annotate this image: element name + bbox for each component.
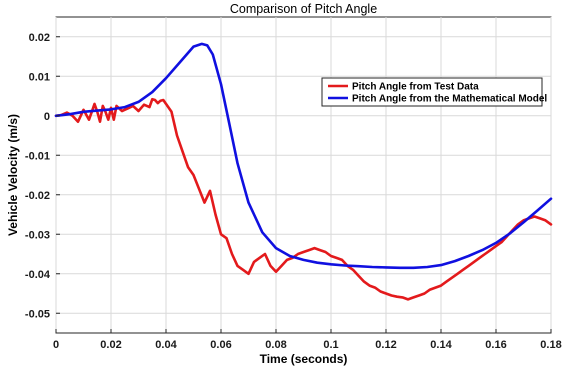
series-layer <box>54 42 553 301</box>
x-tick-label: 0.16 <box>485 339 506 351</box>
y-tick-label: -0.05 <box>25 308 50 320</box>
x-axis-title: Time (seconds) <box>260 352 348 366</box>
x-tick-label: 0.02 <box>100 339 121 351</box>
grid-lines <box>55 17 552 333</box>
y-tick-label: 0.02 <box>29 32 50 44</box>
x-tick-label: 0.12 <box>375 339 396 351</box>
legend-box <box>321 77 543 107</box>
chart-title: Comparison of Pitch Angle <box>230 2 377 16</box>
legend-label-model: Pitch Angle from the Mathematical Model <box>352 94 547 105</box>
x-tick-label: 0.08 <box>265 339 286 351</box>
x-tick-label: 0.04 <box>155 339 177 351</box>
y-tick-label: -0.01 <box>25 150 50 162</box>
y-tick-label: -0.04 <box>25 269 51 281</box>
legend: Pitch Angle from Test Data Pitch Angle f… <box>321 77 547 107</box>
x-tick-label: 0.1 <box>323 339 338 351</box>
y-axis-ticks: 0.02 0.01 0 -0.01 -0.02 -0.03 -0.04 -0.05 <box>25 32 60 320</box>
x-tick-label: 0 <box>53 339 59 351</box>
y-axis-title: Vehicle Velocity (m/s) <box>6 114 20 236</box>
x-axis-ticks: 0 0.02 0.04 0.06 0.08 0.1 0.12 0.14 0.16 0.18 <box>53 329 562 351</box>
y-tick-label: -0.03 <box>25 229 50 241</box>
legend-label-test-data: Pitch Angle from Test Data <box>352 82 479 93</box>
y-tick-label: -0.02 <box>25 190 50 202</box>
plot-area <box>55 16 552 334</box>
x-tick-label: 0.14 <box>430 339 452 351</box>
x-tick-label: 0.18 <box>540 339 561 351</box>
y-tick-label: 0.01 <box>29 71 50 83</box>
y-tick-label: 0 <box>44 111 50 123</box>
x-tick-label: 0.06 <box>210 339 231 351</box>
series-line-model <box>54 42 553 270</box>
